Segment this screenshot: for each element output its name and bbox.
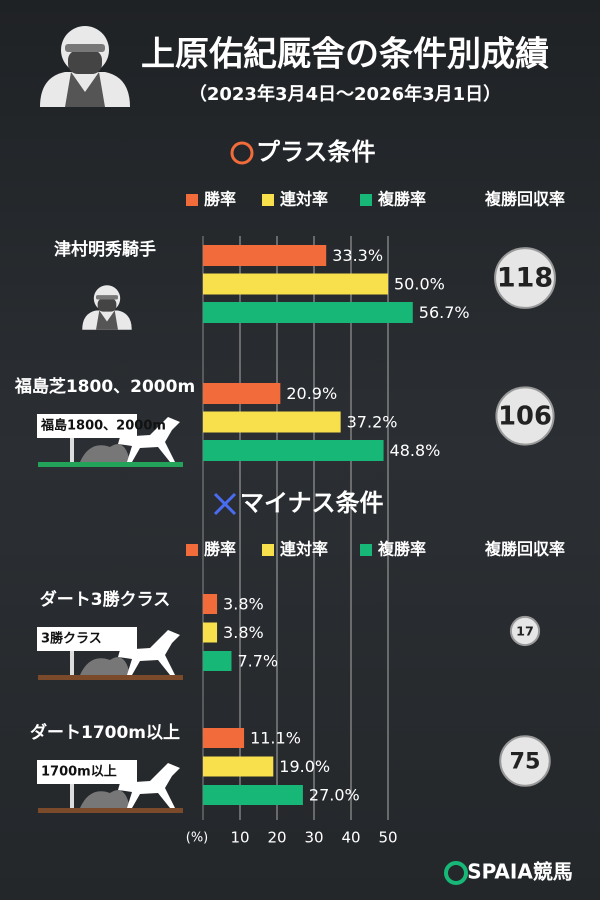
value-label: 11.1% xyxy=(250,729,301,748)
legend-label: 複勝率 xyxy=(377,190,426,209)
bar xyxy=(203,728,245,748)
bar xyxy=(203,785,303,805)
ground xyxy=(38,675,183,680)
bar xyxy=(203,245,327,266)
legend-label: 連対率 xyxy=(280,190,328,209)
group-label: 福島芝1800、2000m xyxy=(14,376,195,397)
value-label: 56.7% xyxy=(419,303,470,322)
bar xyxy=(203,383,281,404)
x-tick-label: 50 xyxy=(378,829,397,847)
logo: SPAIA競馬 xyxy=(467,860,573,884)
minus-mark xyxy=(213,492,237,516)
return-value: 106 xyxy=(498,402,552,432)
jockey-vest xyxy=(65,72,105,107)
group-label: ダート3勝クラス xyxy=(40,589,171,610)
title: 上原佑紀厩舎の条件別成績 xyxy=(141,35,549,75)
group-label: ダート1700m以上 xyxy=(30,722,180,743)
ground xyxy=(38,808,183,813)
return-circle xyxy=(499,735,551,787)
section-heading: プラス条件 xyxy=(256,138,376,166)
x-tick-label: 30 xyxy=(304,829,323,847)
legend-label: 勝率 xyxy=(204,190,236,209)
legend-swatch xyxy=(360,544,372,556)
sign-board xyxy=(37,414,137,438)
section-heading: マイナス条件 xyxy=(240,489,384,517)
value-label: 50.0% xyxy=(394,275,445,294)
ground xyxy=(38,462,183,467)
sign-text: 3勝クラス xyxy=(41,631,102,647)
bar xyxy=(203,594,218,614)
value-label: 37.2% xyxy=(347,413,398,432)
dirt xyxy=(80,790,130,808)
legend-label: 連対率 xyxy=(280,540,328,559)
return-circle xyxy=(495,386,555,446)
bar xyxy=(203,302,413,323)
jockey-vest xyxy=(96,310,118,330)
jockey-goggles xyxy=(65,44,105,52)
x-tick-label: 10 xyxy=(230,829,249,847)
jockey-face xyxy=(97,298,117,312)
x-tick-label: 20 xyxy=(267,829,286,847)
return-circle xyxy=(494,247,556,309)
jockey-goggles xyxy=(96,295,118,300)
return-value: 17 xyxy=(516,624,534,639)
sign-text: 1700m以上 xyxy=(41,765,117,780)
dirt xyxy=(80,444,130,462)
return-value: 75 xyxy=(510,749,541,775)
axis-unit: (%) xyxy=(186,831,209,846)
logo-icon xyxy=(444,861,468,885)
jockey-icon xyxy=(82,285,132,330)
legend-swatch xyxy=(262,544,274,556)
sign-post xyxy=(70,645,74,675)
legend-swatch xyxy=(262,194,274,206)
group-label: 津村明秀騎手 xyxy=(54,239,156,260)
sign-post xyxy=(70,778,74,808)
return-label: 複勝回収率 xyxy=(484,190,565,209)
bar xyxy=(203,440,384,461)
legend-swatch xyxy=(186,194,198,206)
jockey-face xyxy=(68,50,102,74)
bar xyxy=(203,411,341,433)
return-label: 複勝回収率 xyxy=(484,540,565,559)
jockey-icon xyxy=(40,26,130,107)
legend-label: 勝率 xyxy=(204,540,236,559)
value-label: 7.7% xyxy=(237,652,278,671)
horse xyxy=(118,417,180,462)
return-value: 118 xyxy=(497,263,553,294)
jockey-body xyxy=(82,310,132,330)
value-label: 19.0% xyxy=(279,757,330,776)
value-label: 27.0% xyxy=(309,786,360,805)
subtitle: （2023年3月4日〜2026年3月1日） xyxy=(189,83,501,105)
horse xyxy=(118,630,180,675)
legend-swatch xyxy=(186,544,198,556)
sign-post xyxy=(70,432,74,462)
value-label: 20.9% xyxy=(286,384,337,403)
bar xyxy=(203,756,274,777)
dirt xyxy=(80,657,130,675)
bar xyxy=(203,651,232,671)
jockey-body xyxy=(40,72,130,107)
legend-label: 複勝率 xyxy=(377,540,426,559)
sign-board xyxy=(37,760,137,784)
value-label: 3.8% xyxy=(223,623,264,642)
sign-text: 福島1800、2000m xyxy=(40,418,166,434)
legend-swatch xyxy=(360,194,372,206)
return-circle xyxy=(509,615,541,647)
bar xyxy=(203,273,388,295)
plus-mark xyxy=(230,141,254,165)
horse xyxy=(118,763,180,808)
value-label: 33.3% xyxy=(332,246,383,265)
sign-board xyxy=(37,627,137,651)
bar xyxy=(203,622,218,643)
x-tick-label: 40 xyxy=(341,829,360,847)
value-label: 48.8% xyxy=(390,441,441,460)
value-label: 3.8% xyxy=(223,595,264,614)
